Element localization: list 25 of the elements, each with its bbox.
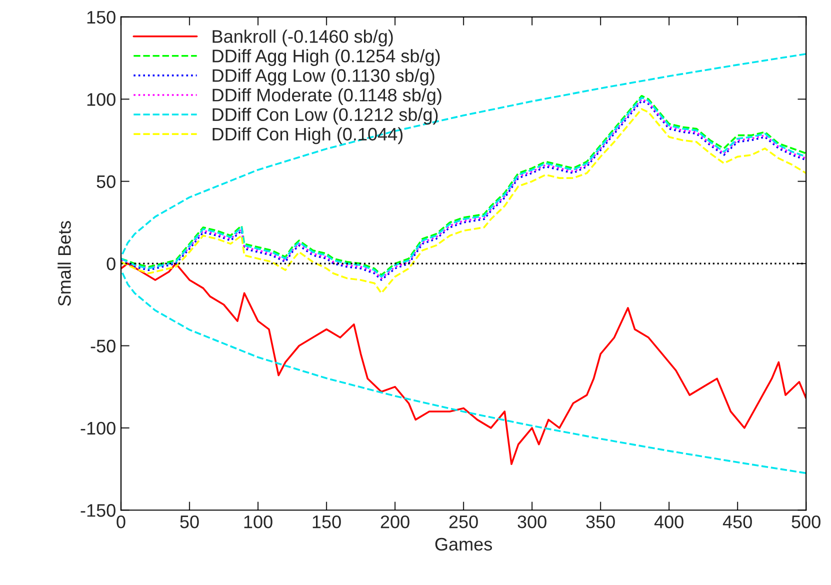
- legend-label: DDiff Moderate (0.1148 sb/g): [212, 88, 442, 106]
- x-tick-label: 0: [116, 515, 126, 528]
- x-tick-label: 450: [722, 515, 752, 528]
- y-tick-label: 0: [106, 257, 116, 270]
- x-tick-label: 400: [654, 515, 684, 528]
- legend-label: Bankroll (-0.1460 sb/g): [212, 30, 393, 46]
- x-tick-label: 300: [518, 515, 546, 528]
- legend-label: DDiff Agg Low (0.1130 sb/g): [212, 68, 434, 86]
- legend-label: DDiff Agg High (0.1254 sb/g): [212, 49, 440, 66]
- y-tick-label: -50: [90, 340, 116, 352]
- y-tick-label: -150: [80, 504, 116, 517]
- y-axis-title: Small Bets: [58, 221, 71, 306]
- x-axis-title: Games: [435, 538, 492, 551]
- x-tick-label: 50: [180, 515, 199, 528]
- legend-label: DDiff Con Low (0.1212 sb/g): [212, 108, 438, 125]
- x-tick-label: 500: [792, 515, 820, 528]
- x-tick-label: 100: [244, 515, 272, 528]
- y-tick-label: 150: [87, 10, 116, 24]
- y-tick-label: -100: [80, 422, 116, 435]
- y-tick-label: 100: [87, 93, 116, 106]
- x-tick-label: 150: [312, 515, 341, 528]
- x-tick-label: 350: [586, 515, 615, 528]
- x-tick-label: 250: [449, 515, 478, 528]
- x-tick-label: 200: [380, 515, 410, 528]
- y-tick-label: 50: [96, 175, 116, 188]
